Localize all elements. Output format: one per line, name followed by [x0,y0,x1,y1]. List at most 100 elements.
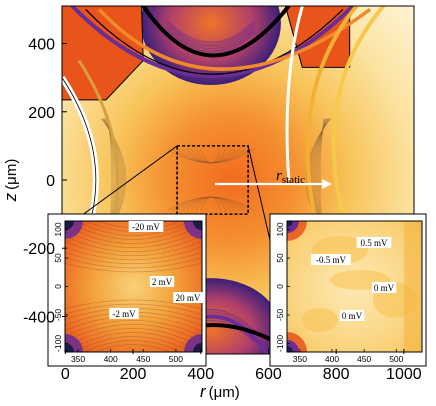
r-static-main: r [276,168,282,184]
inset-y-tick-label: -100 [275,335,285,352]
inset-x-tick-label: 500 [389,354,403,364]
inset-label-box [149,276,175,287]
inset-corner-core [287,221,293,227]
inset-label: 20 mV [176,293,201,303]
inset-label-box [128,221,164,232]
x-tick-label: 800 [323,366,350,383]
y-tick-label: -400 [23,309,55,326]
y-tick-label: 400 [28,37,55,54]
inset-contour [65,240,202,257]
inset-label: -0.5 mV [316,255,346,265]
top-ring-black [141,6,291,58]
inset-x-tick-label: 400 [104,354,118,364]
inset-contour [65,235,202,252]
inset-label: 0 mV [374,283,395,293]
inset-label-box [311,254,351,265]
inset-edge-band [404,221,422,352]
inset-x-tick-label: 500 [169,354,183,364]
inset-y-tick-label: 50 [53,253,63,263]
contour-line [195,196,227,211]
y-tick-label: 0 [46,173,55,190]
inset-corner-core [193,343,202,352]
x-tick-label: 0 [61,366,70,383]
x-tick-label: 200 [120,366,147,383]
inset-contour [94,344,172,352]
top-endcap-contour [166,22,256,45]
inset-corner-core [287,346,293,352]
contour-line [181,149,241,164]
y-tick-label: -200 [23,241,55,258]
inset-contour [65,299,202,310]
x-axis-label: r (μm) [200,382,240,401]
inset-label: -2 mV [112,309,136,319]
inset-corner-core [65,343,74,352]
inset-contour [65,246,202,261]
x-axis-label-unit: (μm) [209,384,240,401]
inset-contour [65,303,202,315]
right-white-rod [285,6,304,181]
x-tick-label: 400 [187,366,214,383]
inset-x-tick-label: 450 [357,354,371,364]
inset-y-tick-label: 100 [53,222,63,236]
contour-line [191,196,231,211]
r-static-label: rstatic [276,168,305,186]
top-endcap-contour [166,19,256,43]
contour-line [200,149,222,164]
contour-line [176,149,245,164]
inset-label-box [173,292,203,303]
inset-contour [65,262,202,273]
inset-contour [84,340,182,352]
top-endcap-contour [166,30,256,53]
orange-ring [97,8,372,71]
contour-line [167,196,255,211]
inset-label: 2 mV [152,277,173,287]
top-endcap-contour [166,20,256,44]
purple-ring-outline [85,8,344,75]
inset-contour [65,257,202,269]
y-axis-ticks: 400 200 0 -200 -400 [23,37,67,326]
top-endcap-contour [166,27,256,51]
inset-contour [65,320,202,337]
inset-y-tick-label: 100 [275,222,285,236]
top-endcap-contour [166,26,256,49]
contour-line [167,149,255,164]
purple-ring [70,6,355,78]
contour-line [181,196,241,211]
inset-x-tick-label: 450 [136,354,150,364]
contour-line [172,149,250,164]
inset-y-tick-label: 0 [53,284,63,289]
contour-line [195,149,227,164]
x-axis-label-symbol: r [200,382,207,401]
top-endcap-contour [166,24,256,48]
inset-corner-core [65,221,74,230]
x-tick-label: 1000 [386,366,422,383]
inset-label-box [339,310,365,321]
top-endcap-contour [166,28,256,52]
contour-line [172,196,250,211]
y-axis-label-unit: (μm) [3,159,20,190]
y-axis-label-symbol: z [1,192,20,202]
inset-corner-core [193,221,202,230]
zoom-connector-right [247,145,271,241]
contour-line [186,149,236,164]
inset-label: 0 mV [342,311,363,321]
contour-line [176,196,245,211]
contour-line [191,149,231,164]
x-tick-label: 600 [255,366,282,383]
contour-line [200,196,222,211]
contour-line [186,196,236,211]
inset-x-tick-label: 350 [293,354,307,364]
inset-y-tick-label: 0 [275,284,285,289]
inset-contour [65,251,202,265]
inset-patch [302,308,338,332]
inset-y-tick-label: 50 [275,253,285,263]
y-axis-label: z (μm) [1,159,20,203]
zoom-region-box [176,145,249,215]
inset-x-tick-label: 350 [71,354,85,364]
